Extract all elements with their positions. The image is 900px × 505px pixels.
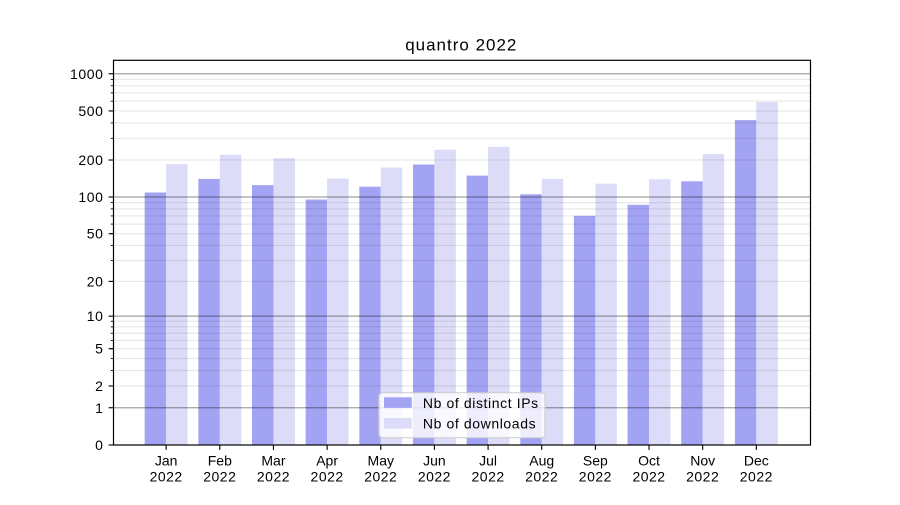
- svg-text:2022: 2022: [740, 469, 773, 485]
- svg-text:2022: 2022: [525, 469, 558, 485]
- svg-text:2022: 2022: [364, 469, 397, 485]
- svg-text:2022: 2022: [579, 469, 612, 485]
- svg-text:Feb: Feb: [208, 453, 232, 469]
- svg-text:2022: 2022: [686, 469, 719, 485]
- svg-text:Jul: Jul: [479, 453, 497, 469]
- svg-text:5: 5: [95, 341, 103, 357]
- svg-text:2022: 2022: [632, 469, 665, 485]
- svg-text:2: 2: [95, 378, 103, 394]
- svg-text:500: 500: [78, 103, 103, 119]
- svg-text:2022: 2022: [311, 469, 344, 485]
- svg-text:Mar: Mar: [261, 453, 285, 469]
- svg-text:1: 1: [95, 400, 103, 416]
- svg-text:200: 200: [78, 152, 103, 168]
- svg-text:100: 100: [78, 189, 103, 205]
- svg-text:1000: 1000: [70, 66, 104, 82]
- svg-text:Sep: Sep: [583, 453, 608, 469]
- svg-text:Jan: Jan: [155, 453, 178, 469]
- svg-text:2022: 2022: [257, 469, 290, 485]
- svg-text:Nb of distinct IPs: Nb of distinct IPs: [423, 395, 539, 411]
- svg-text:2022: 2022: [150, 469, 183, 485]
- svg-text:Apr: Apr: [316, 453, 338, 469]
- svg-text:Nb of downloads: Nb of downloads: [423, 416, 536, 432]
- svg-text:May: May: [368, 453, 394, 469]
- svg-text:Oct: Oct: [638, 453, 660, 469]
- svg-text:Dec: Dec: [744, 453, 769, 469]
- svg-text:quantro 2022: quantro 2022: [405, 36, 517, 55]
- svg-text:20: 20: [87, 273, 104, 289]
- svg-text:50: 50: [87, 226, 104, 242]
- svg-text:10: 10: [87, 308, 104, 324]
- svg-text:Aug: Aug: [529, 453, 554, 469]
- svg-text:2022: 2022: [472, 469, 505, 485]
- svg-text:0: 0: [95, 437, 103, 453]
- svg-text:2022: 2022: [418, 469, 451, 485]
- svg-text:2022: 2022: [203, 469, 236, 485]
- svg-text:Nov: Nov: [690, 453, 715, 469]
- svg-text:Jun: Jun: [423, 453, 446, 469]
